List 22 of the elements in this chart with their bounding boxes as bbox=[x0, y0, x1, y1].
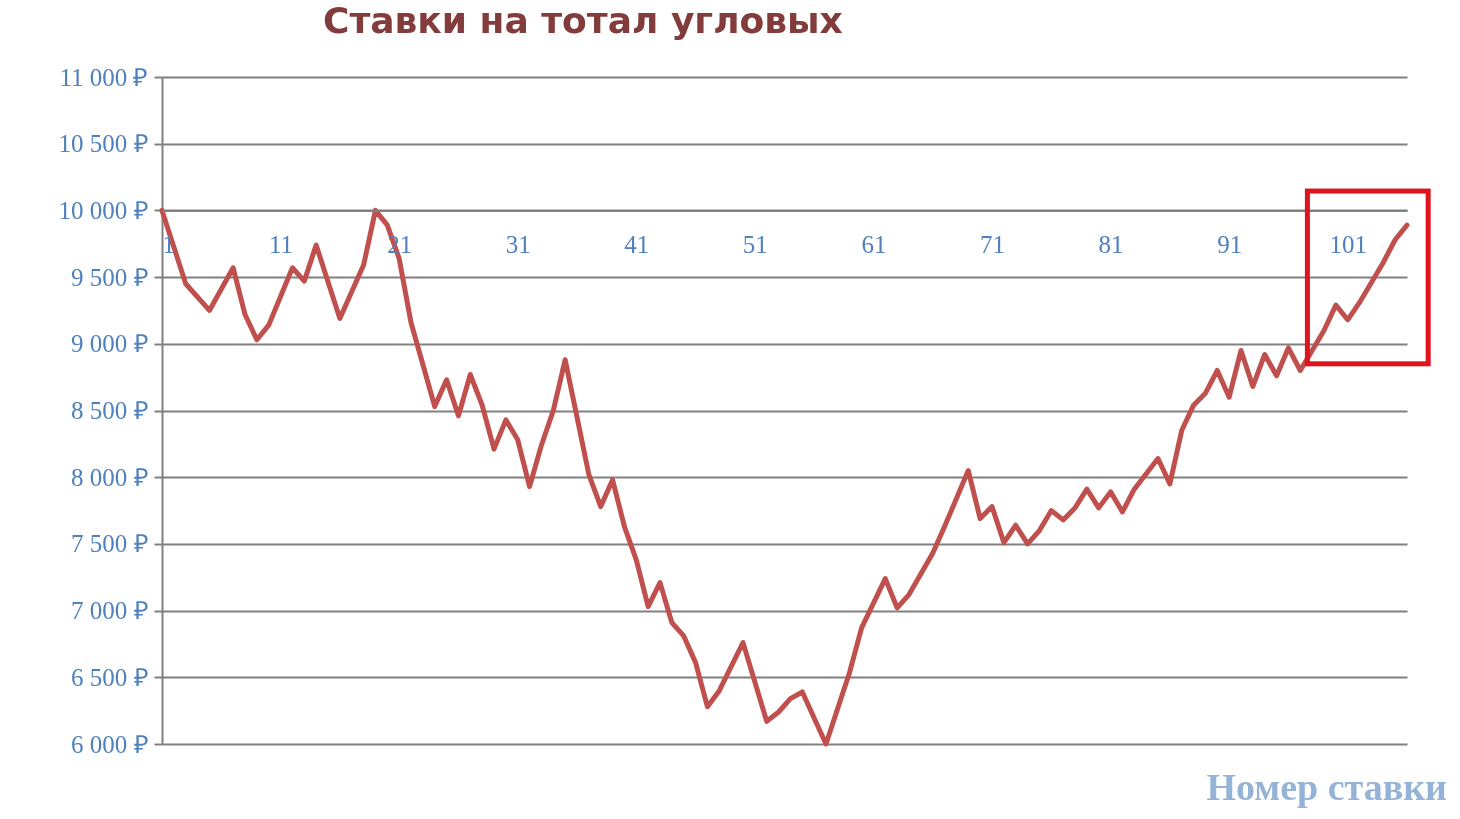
y-tick-label: 11 000 ₽ bbox=[59, 63, 149, 91]
y-tick-label: 8 500 ₽ bbox=[71, 397, 149, 424]
x-tick-label: 91 bbox=[1217, 230, 1243, 258]
y-tick-label: 10 000 ₽ bbox=[58, 196, 149, 224]
x-tick-label: 31 bbox=[505, 230, 531, 258]
y-tick-label: 7 500 ₽ bbox=[71, 530, 149, 558]
y-tick-label: 8 000 ₽ bbox=[71, 463, 149, 491]
x-axis-title: Номер ставки bbox=[1206, 766, 1447, 808]
y-tick-label: 9 500 ₽ bbox=[71, 263, 149, 291]
y-tick-label: 10 500 ₽ bbox=[58, 130, 149, 158]
x-tick-label: 101 bbox=[1329, 230, 1367, 258]
y-tick-label: 7 000 ₽ bbox=[71, 597, 149, 625]
x-tick-label: 61 bbox=[861, 230, 887, 258]
x-tick-label: 41 bbox=[624, 230, 650, 258]
chart-title: Ставки на тотал угловых bbox=[323, 0, 843, 41]
x-tick-label: 81 bbox=[1098, 230, 1124, 258]
y-tick-label: 6 500 ₽ bbox=[71, 663, 149, 691]
y-tick-label: 6 000 ₽ bbox=[71, 730, 149, 758]
x-tick-label: 11 bbox=[269, 230, 294, 258]
x-tick-label: 51 bbox=[742, 230, 768, 258]
x-tick-label: 71 bbox=[980, 230, 1005, 258]
y-tick-label: 9 000 ₽ bbox=[71, 330, 149, 358]
